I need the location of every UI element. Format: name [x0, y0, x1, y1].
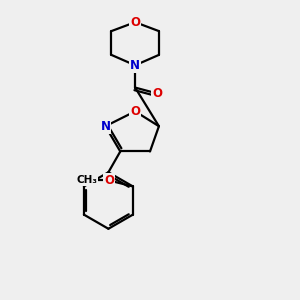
Text: O: O — [152, 87, 162, 100]
Text: O: O — [130, 105, 140, 118]
Text: CH₃: CH₃ — [76, 176, 97, 185]
Text: N: N — [100, 120, 110, 133]
Text: N: N — [130, 59, 140, 72]
Text: O: O — [104, 174, 114, 187]
Text: O: O — [130, 16, 140, 29]
